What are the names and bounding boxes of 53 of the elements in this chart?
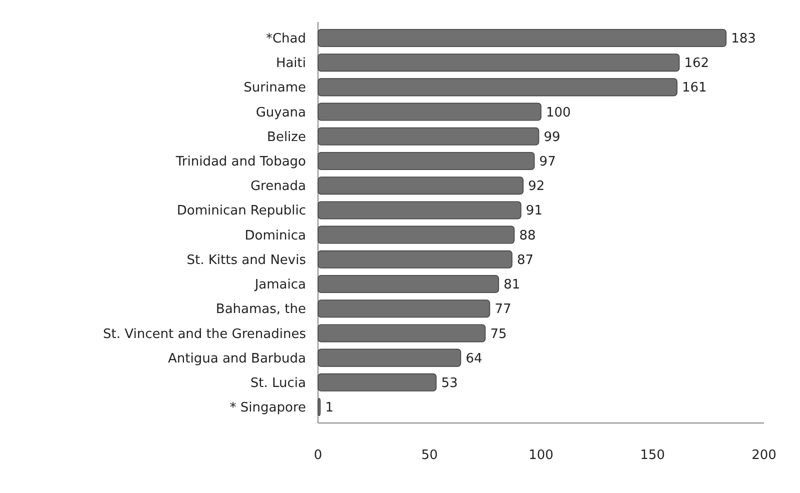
y-tick-label: * Singapore — [230, 400, 306, 416]
y-tick-label: Haiti — [276, 56, 306, 72]
bar — [318, 300, 490, 318]
data-label: 92 — [528, 179, 545, 194]
bar — [318, 54, 680, 72]
bar — [318, 176, 524, 195]
bar — [318, 274, 500, 294]
data-label: 161 — [682, 80, 707, 96]
bar — [318, 152, 535, 170]
bar — [318, 78, 678, 96]
data-label: 53 — [441, 376, 458, 391]
bar — [318, 201, 522, 220]
y-tick-label: Antigua and Barbuda — [168, 351, 306, 366]
data-label: 77 — [494, 302, 512, 318]
bar — [318, 102, 542, 121]
bar — [318, 324, 486, 342]
data-label: 64 — [466, 351, 482, 366]
y-tick-label: *Chad — [266, 32, 306, 47]
x-tick-label: 50 — [421, 448, 438, 463]
data-label: 91 — [526, 204, 542, 219]
y-tick-label: Jamaica — [254, 278, 306, 293]
data-label: 162 — [684, 56, 710, 72]
bar — [318, 373, 437, 392]
x-tick-label: 100 — [528, 448, 554, 463]
y-tick-label: Belize — [267, 130, 306, 145]
y-tick-label: St. Lucia — [250, 376, 306, 391]
data-label: 183 — [731, 32, 756, 47]
y-tick-label: Grenada — [250, 179, 306, 194]
y-tick-label: St. Kitts and Nevis — [186, 252, 306, 268]
data-label: 88 — [519, 228, 536, 244]
data-label: 75 — [490, 326, 507, 342]
bar — [318, 348, 462, 367]
data-label: 100 — [546, 105, 571, 120]
y-tick-label: Trinidad and Tobago — [174, 154, 306, 170]
y-tick-label: Bahamas, the — [216, 302, 306, 318]
y-tick-label: Dominican Republic — [176, 204, 306, 219]
y-tick-label: Guyana — [256, 105, 306, 120]
bar — [318, 226, 515, 244]
x-tick-label: 150 — [640, 448, 665, 463]
x-tick-label: 0 — [314, 448, 322, 463]
bar — [318, 398, 321, 416]
data-label: 99 — [544, 130, 560, 145]
bar — [318, 28, 726, 47]
y-tick-label: Suriname — [244, 80, 306, 96]
y-tick-label: St. Vincent and the Grenadines — [103, 326, 306, 342]
y-tick-label: Dominica — [244, 228, 306, 244]
bar — [318, 127, 540, 146]
bar — [318, 250, 512, 268]
data-label: 97 — [539, 154, 556, 170]
data-label: 87 — [517, 252, 534, 268]
data-label: 81 — [504, 278, 520, 293]
data-label: 1 — [325, 400, 334, 416]
x-tick-label: 200 — [752, 448, 776, 463]
